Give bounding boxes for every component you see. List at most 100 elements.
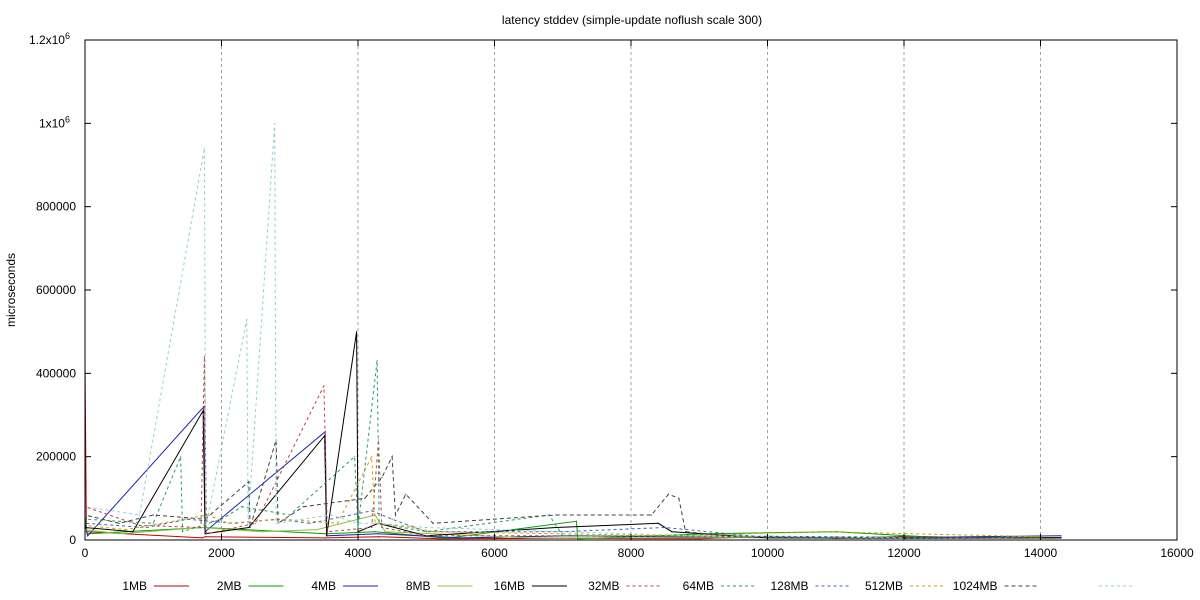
series-line-16mb xyxy=(84,331,1062,540)
data-point xyxy=(685,531,687,533)
y-tick-label: 1.2x106 xyxy=(29,31,70,47)
data-point xyxy=(204,518,206,520)
data-point xyxy=(357,526,359,529)
data-point xyxy=(391,518,393,520)
y-tick-label: 1x106 xyxy=(39,114,70,130)
data-point xyxy=(336,522,339,524)
data-point xyxy=(671,535,673,537)
data-point xyxy=(384,531,386,533)
legend-label: 128MB xyxy=(770,579,808,593)
data-point xyxy=(821,531,823,533)
data-point xyxy=(698,538,700,540)
data-point xyxy=(261,531,264,533)
axis-ticks: 0 2000 4000 6000 8000 10000 12000 14000 16000 0 20… xyxy=(29,31,1194,560)
legend-label: 32MB xyxy=(588,579,619,593)
data-point xyxy=(249,526,251,529)
data-point xyxy=(316,529,318,531)
y-tick-label: 400000 xyxy=(36,366,76,380)
data-point xyxy=(425,535,427,537)
data-point xyxy=(377,536,380,538)
data-point xyxy=(678,497,680,499)
data-point xyxy=(425,526,427,529)
data-point xyxy=(309,522,311,524)
x-tick-label: 6000 xyxy=(481,546,508,560)
x-tick-label: 16000 xyxy=(1160,546,1194,560)
x-tick-label: 12000 xyxy=(887,546,921,560)
y-tick-label: 600000 xyxy=(36,283,76,297)
data-point xyxy=(1060,535,1062,537)
data-point xyxy=(971,536,973,538)
x-tick-label: 4000 xyxy=(345,546,372,560)
data-point xyxy=(569,535,571,537)
data-point xyxy=(377,522,380,524)
data-point xyxy=(289,514,291,516)
data-point xyxy=(371,456,373,458)
data-point xyxy=(412,526,414,529)
data-point xyxy=(374,531,376,533)
data-point xyxy=(562,535,564,537)
legend-label: 1MB xyxy=(122,579,147,593)
data-point xyxy=(282,518,284,520)
data-point xyxy=(432,531,434,533)
data-point xyxy=(248,526,250,529)
series-line-128mb xyxy=(84,510,973,540)
data-point xyxy=(324,537,326,539)
data-point xyxy=(202,410,204,412)
data-point xyxy=(246,318,248,320)
data-point xyxy=(275,522,277,524)
data-point xyxy=(248,481,250,483)
data-point xyxy=(432,522,434,524)
data-point xyxy=(227,522,229,524)
legend-label: 1024MB xyxy=(953,579,998,593)
grid xyxy=(221,40,1041,540)
data-point xyxy=(356,331,358,333)
data-point xyxy=(698,536,700,538)
data-point xyxy=(667,493,670,495)
series-line-1024mb xyxy=(84,439,1041,540)
data-point xyxy=(204,536,206,538)
data-point xyxy=(394,514,397,516)
data-point xyxy=(326,535,328,537)
data-point xyxy=(87,535,89,537)
data-point xyxy=(562,531,564,533)
data-point xyxy=(204,533,206,535)
data-point xyxy=(439,538,441,540)
data-point xyxy=(180,456,182,458)
data-point xyxy=(528,537,530,539)
data-point xyxy=(391,456,393,458)
data-point xyxy=(186,518,188,520)
data-point xyxy=(326,531,328,533)
y-axis-label: microseconds xyxy=(4,253,18,327)
data-point xyxy=(205,533,208,535)
data-point xyxy=(371,526,373,529)
legend-label: 16MB xyxy=(494,579,525,593)
data-point xyxy=(671,531,673,533)
data-point xyxy=(330,514,332,516)
data-point xyxy=(364,497,366,499)
data-point xyxy=(405,493,407,495)
data-point xyxy=(374,522,376,524)
data-point xyxy=(575,520,578,522)
data-point xyxy=(274,122,276,124)
data-point xyxy=(145,526,147,529)
data-point xyxy=(118,522,120,524)
x-tick-label: 10000 xyxy=(751,546,785,560)
data-point xyxy=(139,514,141,516)
y-tick-label: 200000 xyxy=(36,450,76,464)
data-point xyxy=(357,522,359,524)
data-point xyxy=(555,526,557,529)
data-point xyxy=(376,360,378,362)
series-line-64mb xyxy=(84,360,1041,540)
data-point xyxy=(205,526,207,529)
data-point xyxy=(459,537,461,539)
data-point xyxy=(125,529,127,531)
data-point xyxy=(247,522,249,524)
data-point xyxy=(357,531,359,533)
data-point xyxy=(371,510,373,512)
y-tick-label: 0 xyxy=(69,533,76,547)
data-point xyxy=(203,356,205,358)
legend-label: 512MB xyxy=(865,579,903,593)
data-point xyxy=(377,439,380,441)
data-point xyxy=(577,538,579,540)
